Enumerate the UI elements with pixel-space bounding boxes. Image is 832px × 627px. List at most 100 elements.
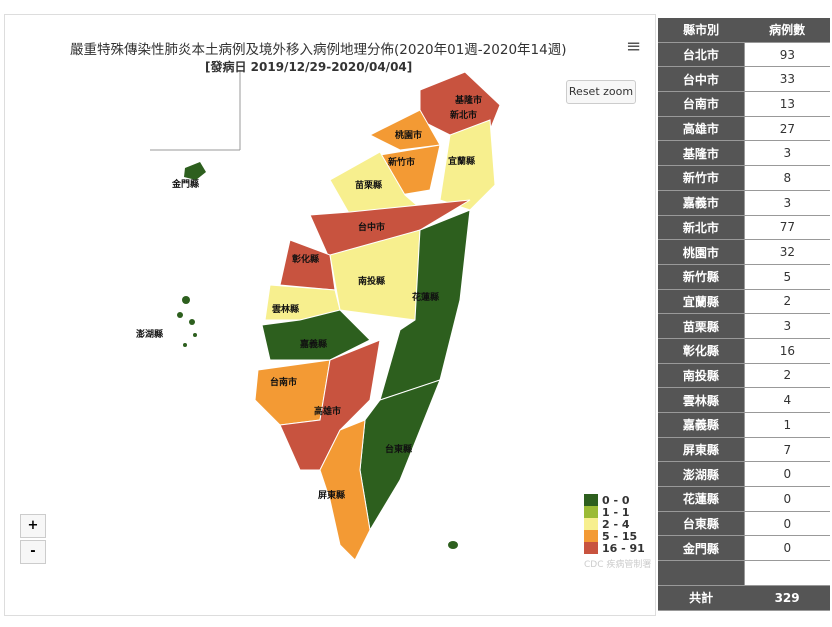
label-keelung: 基隆市: [454, 94, 482, 106]
cases-cell: 2: [743, 289, 830, 315]
table-row: 屏東縣 7: [658, 437, 830, 463]
label-nantou: 南投縣: [358, 275, 385, 287]
county-cell: 高雄市: [658, 116, 745, 142]
cases-cell: 3: [743, 313, 830, 339]
county-cell: 苗栗縣: [658, 313, 745, 339]
total-value: 329: [744, 585, 830, 611]
table-row: 台中市 33: [658, 66, 830, 93]
cases-cell: 0: [743, 511, 830, 537]
zoom-out-button[interactable]: -: [20, 540, 46, 564]
hamburger-menu-icon[interactable]: ≡: [626, 36, 642, 57]
cases-cell: 5: [743, 264, 830, 290]
table-row: 嘉義市 3: [658, 190, 830, 216]
table-row: 高雄市 27: [658, 116, 830, 142]
label-taitung: 台東縣: [385, 443, 412, 455]
county-cell: 台東縣: [658, 511, 745, 537]
county-cell: 金門縣: [658, 535, 745, 562]
label-kinmen: 金門縣: [171, 178, 199, 190]
legend-item[interactable]: 0 - 0: [584, 494, 645, 507]
region-miaoli[interactable]: [329, 151, 422, 216]
county-cell: 基隆市: [658, 140, 745, 167]
region-pingtung[interactable]: [319, 419, 371, 561]
county-cell: 新北市: [658, 215, 745, 241]
table-row: 雲林縣 4: [658, 387, 830, 413]
county-cell: 屏東縣: [658, 437, 745, 463]
legend-item[interactable]: 1 - 1: [584, 506, 645, 519]
table-row: 宜蘭縣 2: [658, 289, 830, 315]
county-cell: 嘉義市: [658, 190, 745, 216]
table-row: 台北市 93: [658, 42, 830, 68]
chart-subtitle: [發病日 2019/12/29-2020/04/04]: [205, 60, 413, 74]
table-row: 苗栗縣 3: [658, 313, 830, 339]
label-hsinchu-city: 新竹市: [388, 156, 415, 168]
label-yunlin: 雲林縣: [272, 303, 299, 315]
cases-cell: 33: [743, 66, 830, 93]
table-row: 花蓮縣 0: [658, 486, 830, 512]
total-label: 共計: [658, 585, 745, 611]
cases-cell: 0: [743, 461, 830, 488]
table-row: 新竹縣 5: [658, 264, 830, 290]
table-row: 彰化縣 16: [658, 338, 830, 364]
county-cell: 嘉義縣: [658, 412, 745, 438]
cases-cell: 1: [743, 412, 830, 438]
table-row: 桃園市 32: [658, 239, 830, 265]
cases-cell: 0: [743, 486, 830, 512]
cases-cell: 93: [743, 42, 830, 68]
region-taitung[interactable]: [359, 379, 441, 532]
label-kaohsiung: 高雄市: [314, 405, 341, 417]
label-pingtung: 屏東縣: [318, 489, 345, 501]
region-penghu[interactable]: [177, 296, 197, 347]
legend-item[interactable]: 2 - 4: [584, 518, 645, 531]
county-cell: [658, 560, 745, 586]
map-chart-frame: [4, 14, 656, 616]
label-yilan: 宜蘭縣: [448, 155, 475, 167]
county-cell: 台中市: [658, 66, 745, 93]
table-row: 台南市 13: [658, 91, 830, 117]
county-cell: 澎湖縣: [658, 461, 745, 488]
reset-zoom-button[interactable]: Reset zoom: [566, 80, 636, 104]
region-yilan[interactable]: [439, 119, 496, 211]
county-cell: 新竹縣: [658, 264, 745, 290]
header-county: 縣市別: [658, 18, 745, 43]
legend-item[interactable]: 5 - 15: [584, 530, 645, 543]
zoom-in-button[interactable]: +: [20, 514, 46, 538]
table-row: 嘉義縣 1: [658, 412, 830, 438]
cases-cell: 13: [743, 91, 830, 117]
label-taichung: 台中市: [358, 221, 385, 233]
region-green-island[interactable]: [448, 541, 458, 549]
county-cell: 彰化縣: [658, 338, 745, 364]
region-chiayi[interactable]: [261, 309, 371, 361]
cases-cell: 8: [743, 165, 830, 191]
cases-cell: 3: [743, 190, 830, 216]
label-hualien: 花蓮縣: [412, 291, 439, 303]
cases-cell: 16: [743, 338, 830, 364]
cases-cell: 27: [743, 116, 830, 142]
region-taichung[interactable]: [309, 199, 471, 261]
legend-item[interactable]: 16 - 91: [584, 542, 645, 555]
label-penghu: 澎湖縣: [136, 328, 163, 340]
chart-title: 嚴重特殊傳染性肺炎本土病例及境外移入病例地理分佈(2020年01週-2020年1…: [70, 42, 567, 58]
label-newtaipei: 新北市: [450, 109, 477, 121]
county-cell: 台南市: [658, 91, 745, 117]
label-chiayi: 嘉義縣: [299, 338, 327, 350]
table-row: 新竹市 8: [658, 165, 830, 191]
table-row: 金門縣 0: [658, 535, 830, 562]
credit-text: CDC 疾病管制署: [584, 560, 652, 570]
table-row: 基隆市 3: [658, 140, 830, 167]
cases-cell: 0: [743, 535, 830, 562]
label-tainan: 台南市: [270, 376, 297, 388]
cases-cell: 77: [743, 215, 830, 241]
cases-cell: 3: [743, 140, 830, 167]
cases-cell: 32: [743, 239, 830, 265]
case-count-table: 縣市別 病例數 台北市 93 台中市 33 台南市 13 高雄市 27 基隆市 3 新竹市 8 嘉義市 3 新…: [658, 18, 830, 611]
table-row: 新北市 77: [658, 215, 830, 241]
cases-cell: 7: [743, 437, 830, 463]
county-cell: 台北市: [658, 42, 745, 68]
header-cases: 病例數: [744, 18, 830, 43]
label-miaoli: 苗栗縣: [355, 179, 382, 191]
total-row: 共計 329: [658, 585, 830, 611]
region-kinmen[interactable]: [184, 162, 206, 180]
county-cell: 花蓮縣: [658, 486, 745, 512]
cases-cell: 4: [743, 387, 830, 413]
